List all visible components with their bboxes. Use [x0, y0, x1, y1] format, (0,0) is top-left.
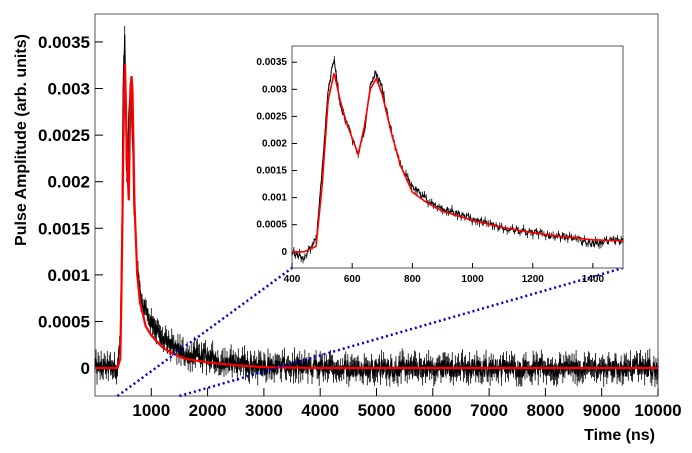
y-tick-label: 0.0035: [38, 33, 90, 52]
y-tick-label: 0.003: [47, 80, 90, 99]
zoom-indicator-lines: [116, 266, 624, 398]
y-tick-label: 0.0005: [38, 312, 90, 331]
x-tick-label: 1200: [522, 274, 545, 285]
y-tick-label: 0.0015: [38, 219, 90, 238]
y-tick-label: 0.003: [262, 84, 287, 95]
x-tick-label: 6000: [414, 401, 452, 420]
fit-curve: [95, 63, 658, 370]
x-tick-label: 3000: [245, 401, 283, 420]
y-tick-label: 0.0025: [38, 126, 90, 145]
y-tick-label: 0.001: [47, 266, 90, 285]
x-tick-label: 400: [284, 274, 301, 285]
x-tick-label: 1000: [461, 274, 484, 285]
x-tick-label: 600: [344, 274, 361, 285]
zoom-line-right: [179, 266, 624, 398]
y-tick-label: 0.0025: [256, 111, 287, 122]
y-tick-label: 0.0035: [256, 57, 287, 68]
y-axis-title: Pulse Amplitude (arb. units): [13, 34, 30, 246]
y-tick-label: 0.002: [262, 138, 287, 149]
y-tick-label: 0: [281, 247, 287, 258]
x-tick-label: 1400: [582, 274, 605, 285]
fit-curve: [292, 72, 623, 253]
y-tick-label: 0.0015: [256, 166, 287, 177]
y-tick-label: 0.001: [262, 193, 287, 204]
y-tick-label: 0: [81, 359, 90, 378]
x-tick-label: 5000: [358, 401, 396, 420]
inset-panel: 0 0.0005 0.001 0.0015 0.002 0.0025 0.003 0.0035…: [256, 45, 624, 285]
x-tick-label: 9000: [583, 401, 621, 420]
x-tick-label: 2000: [189, 401, 227, 420]
x-tick-label: 7000: [470, 401, 508, 420]
x-axis-title: Time (ns): [584, 427, 655, 444]
x-tick-label: 10000: [634, 401, 681, 420]
y-tick-label: 0.002: [47, 173, 90, 192]
x-tick-label: 800: [404, 274, 421, 285]
data-series-line: [94, 35, 659, 380]
y-tick-label: 0.0005: [256, 220, 287, 231]
x-tick-label: 4000: [301, 401, 339, 420]
x-tick-label: 1000: [132, 401, 170, 420]
zoom-line-left: [116, 266, 293, 398]
plot-frame: [291, 45, 624, 269]
x-tick-label: 8000: [526, 401, 564, 420]
